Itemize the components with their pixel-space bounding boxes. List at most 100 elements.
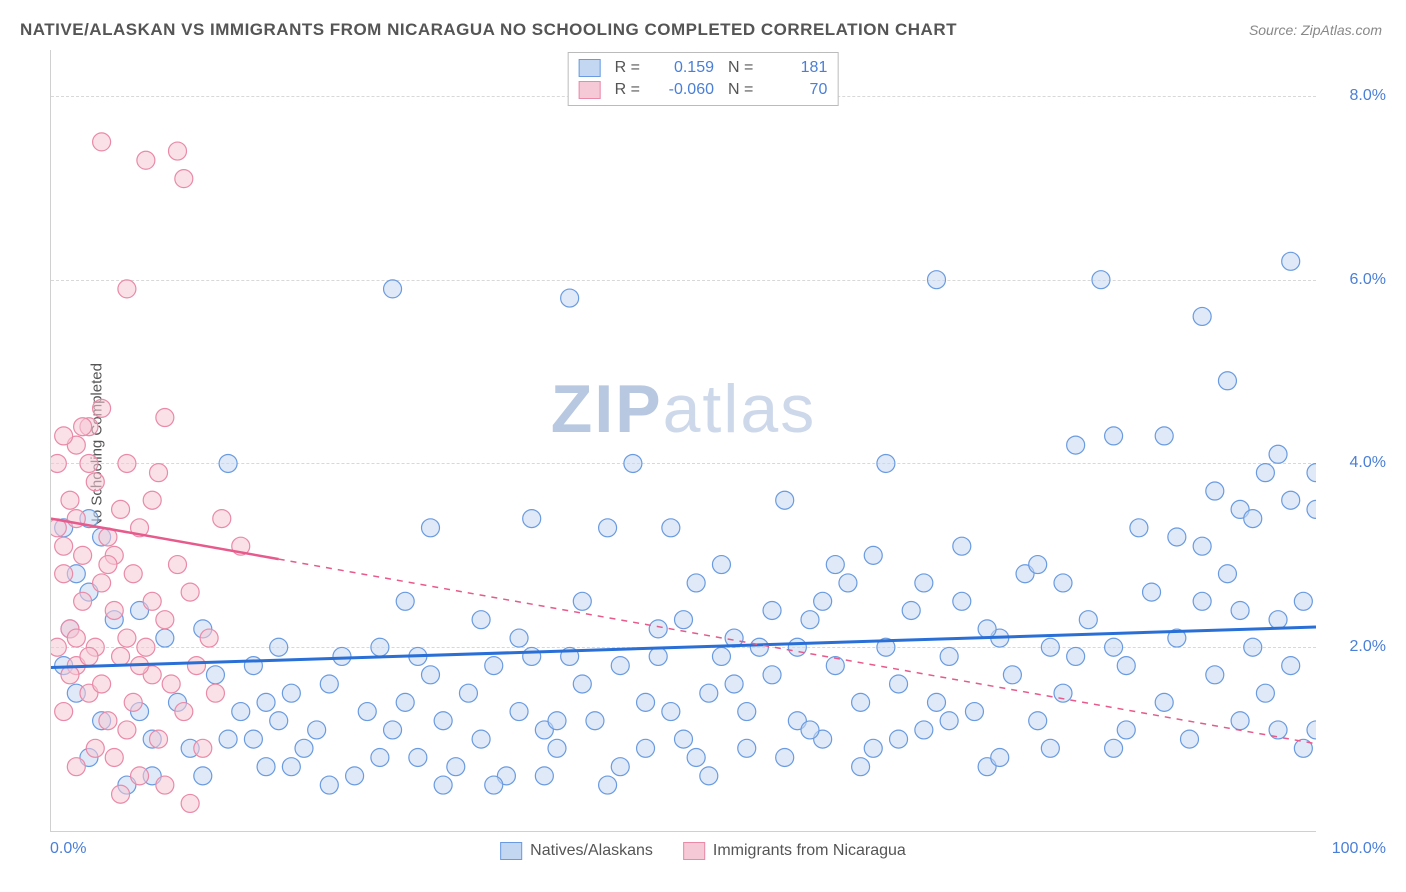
legend-series: Natives/Alaskans Immigrants from Nicaragu…	[500, 842, 906, 860]
data-point	[99, 556, 117, 574]
data-point	[687, 574, 705, 592]
data-point	[187, 657, 205, 675]
data-point	[852, 758, 870, 776]
data-point	[175, 703, 193, 721]
data-point	[1231, 601, 1249, 619]
data-point	[55, 537, 73, 555]
data-point	[384, 721, 402, 739]
data-point	[86, 739, 104, 757]
legend-swatch	[500, 842, 522, 860]
data-point	[156, 611, 174, 629]
data-point	[194, 767, 212, 785]
x-tick-label: 100.0%	[1332, 840, 1386, 858]
data-point	[725, 675, 743, 693]
legend-n-value: 181	[767, 59, 827, 77]
data-point	[124, 693, 142, 711]
data-point	[99, 712, 117, 730]
data-point	[940, 647, 958, 665]
data-point	[1054, 684, 1072, 702]
data-point	[953, 592, 971, 610]
data-point	[1168, 528, 1186, 546]
data-point	[776, 491, 794, 509]
data-point	[624, 454, 642, 472]
data-point	[523, 647, 541, 665]
legend-swatch	[579, 81, 601, 99]
data-point	[181, 583, 199, 601]
data-point	[1105, 427, 1123, 445]
data-point	[687, 748, 705, 766]
data-point	[839, 574, 857, 592]
data-point	[270, 712, 288, 730]
data-point	[112, 500, 130, 518]
data-point	[662, 519, 680, 537]
data-point	[422, 519, 440, 537]
data-point	[1092, 271, 1110, 289]
data-point	[510, 629, 528, 647]
data-point	[902, 601, 920, 619]
data-point	[200, 629, 218, 647]
data-point	[573, 675, 591, 693]
data-point	[814, 592, 832, 610]
data-point	[1282, 657, 1300, 675]
legend-n-value: 70	[767, 81, 827, 99]
legend-series-item: Immigrants from Nicaragua	[683, 842, 906, 860]
data-point	[763, 601, 781, 619]
data-point	[1029, 712, 1047, 730]
data-point	[510, 703, 528, 721]
data-point	[61, 491, 79, 509]
data-point	[55, 703, 73, 721]
legend-swatch	[683, 842, 705, 860]
data-point	[282, 684, 300, 702]
data-point	[776, 748, 794, 766]
data-point	[1193, 592, 1211, 610]
data-point	[1244, 638, 1262, 656]
data-point	[1130, 519, 1148, 537]
data-point	[244, 730, 262, 748]
data-point	[788, 638, 806, 656]
data-point	[535, 767, 553, 785]
data-point	[1307, 500, 1316, 518]
data-point	[890, 675, 908, 693]
legend-series-label: Natives/Alaskans	[530, 842, 653, 860]
chart-area: ZIPatlas	[50, 50, 1316, 832]
data-point	[1155, 693, 1173, 711]
data-point	[422, 666, 440, 684]
data-point	[162, 675, 180, 693]
data-point	[1193, 537, 1211, 555]
data-point	[169, 556, 187, 574]
data-point	[965, 703, 983, 721]
data-point	[51, 638, 66, 656]
data-point	[213, 510, 231, 528]
data-point	[320, 675, 338, 693]
data-point	[548, 739, 566, 757]
legend-r-label: R =	[615, 81, 640, 99]
scatter-plot	[51, 50, 1316, 831]
data-point	[915, 574, 933, 592]
data-point	[282, 758, 300, 776]
data-point	[333, 647, 351, 665]
data-point	[1143, 583, 1161, 601]
data-point	[1269, 445, 1287, 463]
data-point	[124, 565, 142, 583]
data-point	[953, 537, 971, 555]
data-point	[257, 693, 275, 711]
source-credit: Source: ZipAtlas.com	[1249, 22, 1382, 38]
data-point	[864, 546, 882, 564]
data-point	[219, 730, 237, 748]
legend-series-label: Immigrants from Nicaragua	[713, 842, 906, 860]
data-point	[978, 620, 996, 638]
data-point	[485, 657, 503, 675]
data-point	[1181, 730, 1199, 748]
legend-r-value: -0.060	[654, 81, 714, 99]
data-point	[826, 657, 844, 675]
data-point	[928, 693, 946, 711]
data-point	[93, 133, 111, 151]
data-point	[599, 519, 617, 537]
data-point	[864, 739, 882, 757]
data-point	[700, 767, 718, 785]
data-point	[649, 620, 667, 638]
data-point	[1003, 666, 1021, 684]
data-point	[409, 748, 427, 766]
y-tick-label: 4.0%	[1350, 454, 1386, 472]
data-point	[105, 601, 123, 619]
